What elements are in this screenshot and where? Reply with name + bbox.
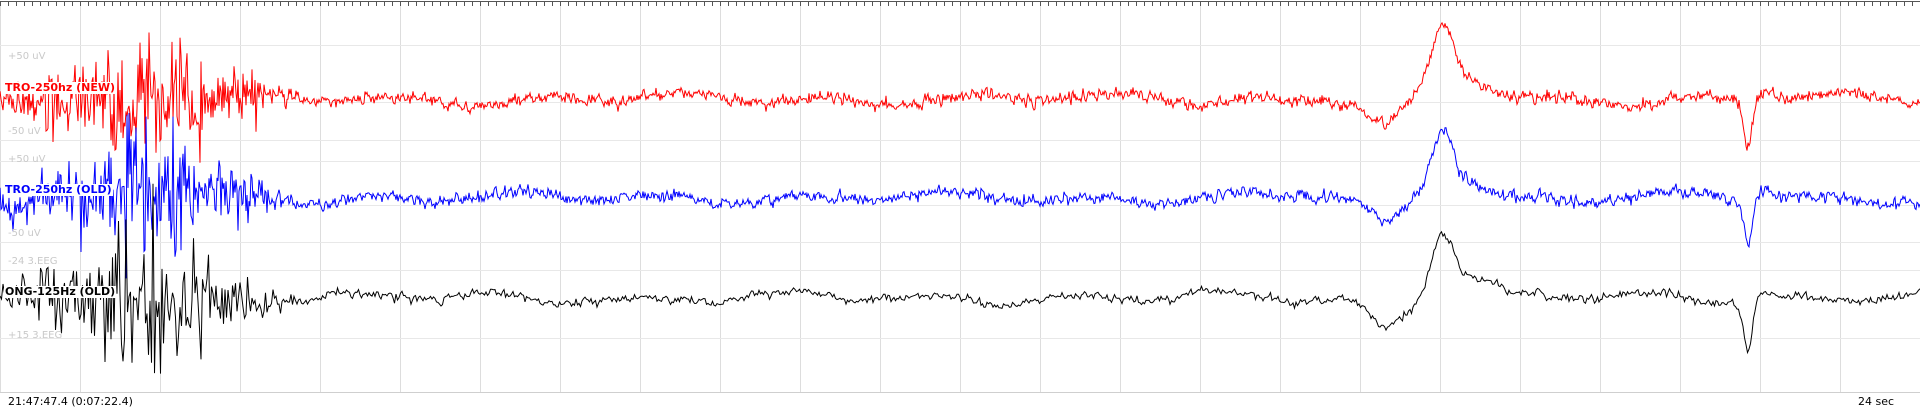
trace-tro-250hz-old <box>0 112 1920 279</box>
channel-label-ong-125hz-old[interactable]: ONG-125Hz (OLD) <box>4 285 117 298</box>
scale-label-top-ch1: +50 uV <box>8 51 46 62</box>
duration-readout: 24 sec <box>1858 395 1895 408</box>
channel-label-tro-250hz-old[interactable]: TRO-250hz (OLD) <box>4 183 113 196</box>
scale-label-bottom-ch3: +15 3.EEG <box>8 330 63 341</box>
scale-label-bottom-ch1: -50 uV <box>8 126 41 137</box>
trace-tro-250hz-new <box>0 21 1920 163</box>
channel-label-tro-250hz-new[interactable]: TRO-250hz (NEW) <box>4 81 117 94</box>
scale-label-bottom-ch2: -50 uV <box>8 228 41 239</box>
timestamp-readout: 21:47:47.4 (0:07:22.4) <box>8 395 133 408</box>
scale-label-top-ch3: -24 3.EEG <box>8 256 58 267</box>
scale-label-top-ch2: +50 uV <box>8 154 46 165</box>
trace-ong-125hz-old <box>0 183 1920 374</box>
